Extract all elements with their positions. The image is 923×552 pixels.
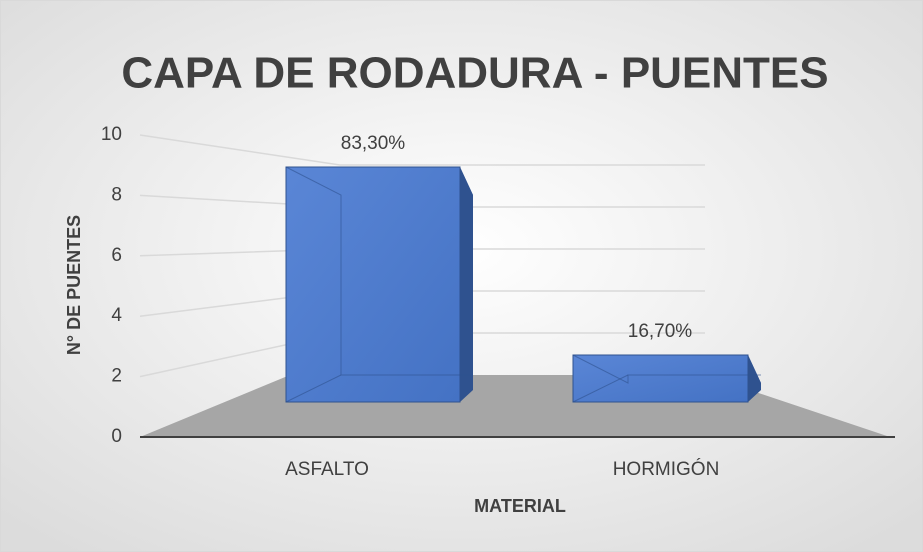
y-tick-label: 6 — [111, 245, 122, 266]
bar — [572, 354, 761, 403]
x-axis-title: MATERIAL — [474, 496, 566, 516]
y-tick-label: 2 — [111, 366, 122, 387]
y-tick-label: 8 — [111, 184, 122, 205]
grid-line — [139, 134, 705, 166]
y-tick-label: 10 — [101, 124, 122, 145]
x-tick-label: HORMIGÓN — [613, 458, 720, 480]
bar-side — [748, 355, 761, 402]
bar-side — [460, 167, 473, 402]
bar-edge — [285, 166, 473, 376]
bar-edge — [572, 354, 761, 384]
chart-title: CAPA DE RODADURA - PUENTES — [121, 49, 828, 98]
y-tick-label: 4 — [111, 305, 122, 326]
bar-front — [285, 166, 461, 403]
y-axis-title: N° DE PUENTES — [64, 215, 84, 355]
data-label: 16,70% — [628, 321, 693, 342]
bar — [285, 166, 473, 403]
x-tick-label: ASFALTO — [285, 459, 369, 480]
data-label: 83,30% — [341, 133, 406, 154]
bar-edge — [285, 374, 342, 403]
bar-edge — [572, 374, 629, 403]
y-tick-label: 0 — [111, 426, 122, 447]
bar-front — [572, 354, 749, 403]
